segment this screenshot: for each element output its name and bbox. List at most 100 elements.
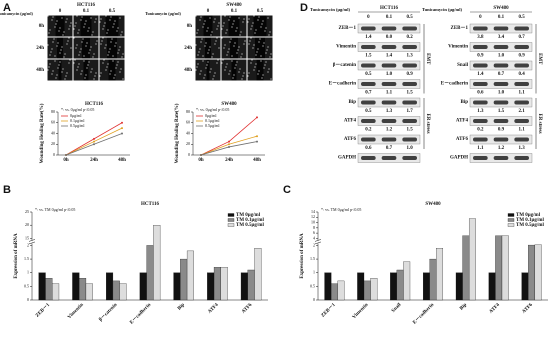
- y-tick-label: 12: [311, 214, 315, 219]
- cell-dot: [199, 48, 201, 50]
- cell-dot: [213, 75, 215, 77]
- blot-band: [493, 137, 509, 142]
- cell-line: SW480: [493, 6, 509, 11]
- legend-label: 0.1μg/ml: [70, 118, 85, 123]
- cell-dot: [217, 25, 219, 27]
- cell-dot: [214, 72, 216, 74]
- cell-dot: [67, 40, 69, 42]
- dose-label: 0.1: [231, 9, 238, 14]
- cell-dot: [88, 61, 90, 63]
- cell-dot: [222, 25, 224, 27]
- legend-label: 0μg/ml: [70, 113, 82, 118]
- dose-label: 0.1: [386, 15, 393, 20]
- cell-dot: [248, 72, 250, 74]
- cell-dot: [231, 26, 233, 28]
- cell-dot: [116, 64, 118, 66]
- cell-dot: [85, 74, 87, 76]
- cell-dot: [199, 73, 201, 75]
- cell-dot: [262, 45, 264, 47]
- band-ratio: 0.7: [386, 146, 393, 151]
- blot-label: Tunicamycin (μg/ml): [422, 7, 463, 12]
- cell-dot: [57, 67, 59, 69]
- cell-dot: [244, 40, 246, 42]
- cell-dot: [58, 64, 60, 66]
- cell-dot: [107, 54, 109, 56]
- cell-dot: [203, 23, 205, 25]
- bar: [173, 272, 181, 301]
- cell-dot: [68, 37, 70, 39]
- cell-dot: [47, 44, 49, 46]
- band-ratio: 3.4: [498, 35, 505, 40]
- cell-dot: [112, 60, 114, 62]
- cell-dot: [83, 55, 85, 57]
- cell-dot: [53, 38, 55, 40]
- scratch-gap: [203, 15, 213, 37]
- cell-dot: [255, 29, 257, 31]
- protein-label: ZEB－1: [450, 26, 468, 31]
- legend-label: 0.5μg/ml: [70, 123, 85, 128]
- cell-dot: [214, 18, 216, 20]
- band-ratio: 0.9: [519, 54, 526, 59]
- band-ratio: 1.5: [365, 54, 372, 59]
- cell-dot: [75, 22, 77, 24]
- cell-dot: [270, 78, 272, 80]
- dose-label: 0: [367, 15, 370, 20]
- cell-dot: [80, 19, 82, 21]
- cell-dot: [260, 60, 262, 62]
- cell-dot: [258, 41, 260, 43]
- cell-dot: [224, 15, 226, 17]
- cell-dot: [90, 17, 92, 19]
- cell-dot: [52, 70, 54, 72]
- band-ratio: 1.5: [498, 109, 505, 114]
- y-tick-label: 1.5: [310, 256, 315, 261]
- band-ratio: 1.0: [386, 72, 393, 77]
- blot-band: [402, 100, 417, 105]
- blot-band: [473, 63, 488, 68]
- blot-band: [402, 63, 417, 68]
- time-label: 0h: [39, 24, 45, 29]
- cell-dot: [247, 75, 249, 77]
- band-ratio: 0.7: [498, 72, 505, 77]
- blot-band: [361, 137, 376, 142]
- cell-dot: [122, 53, 124, 55]
- y-tick-label: 80: [186, 109, 190, 114]
- blot-band: [381, 119, 397, 123]
- legend-swatch: [227, 218, 235, 222]
- x-tick-label: E－cadherin: [129, 303, 152, 326]
- cell-dot: [51, 48, 53, 50]
- cell-dot: [265, 61, 267, 63]
- cell-dot: [257, 73, 259, 75]
- x-tick-label: ZEB－1: [35, 302, 51, 318]
- cell-dot: [70, 47, 72, 49]
- bar: [396, 269, 404, 301]
- cell-dot: [83, 60, 85, 62]
- y-tick-label: 0.5: [310, 283, 315, 288]
- cell-dot: [251, 59, 253, 61]
- cell-dot: [81, 70, 83, 72]
- y-axis-label: Wounding Healing Rate(%): [175, 103, 180, 163]
- band-ratio: 0.2: [477, 128, 484, 133]
- cell-line: HCT116: [77, 3, 96, 8]
- axis-break-gap: [315, 240, 321, 244]
- cell-dot: [216, 62, 218, 64]
- cell-dot: [95, 43, 97, 45]
- cell-dot: [51, 73, 53, 75]
- cell-dot: [121, 31, 123, 33]
- band-ratio: 1.0: [498, 54, 505, 59]
- bar: [112, 280, 120, 301]
- band-ratio: 0.2: [407, 35, 414, 40]
- cell-dot: [93, 53, 95, 55]
- y-tick-label: 2: [27, 242, 29, 247]
- y-tick-label: 14: [311, 209, 315, 214]
- cell-dot: [239, 68, 241, 70]
- band-ratio: 2.1: [519, 109, 526, 114]
- cell-dot: [241, 78, 243, 80]
- cell-dot: [100, 18, 102, 20]
- cell-dot: [195, 15, 197, 17]
- band-ratio: 1.2: [386, 128, 393, 133]
- cell-dot: [210, 34, 212, 36]
- blot-band: [361, 119, 376, 123]
- cell-dot: [239, 34, 241, 36]
- cell-line: SW480: [226, 3, 242, 8]
- y-tick-label: 20: [51, 141, 55, 146]
